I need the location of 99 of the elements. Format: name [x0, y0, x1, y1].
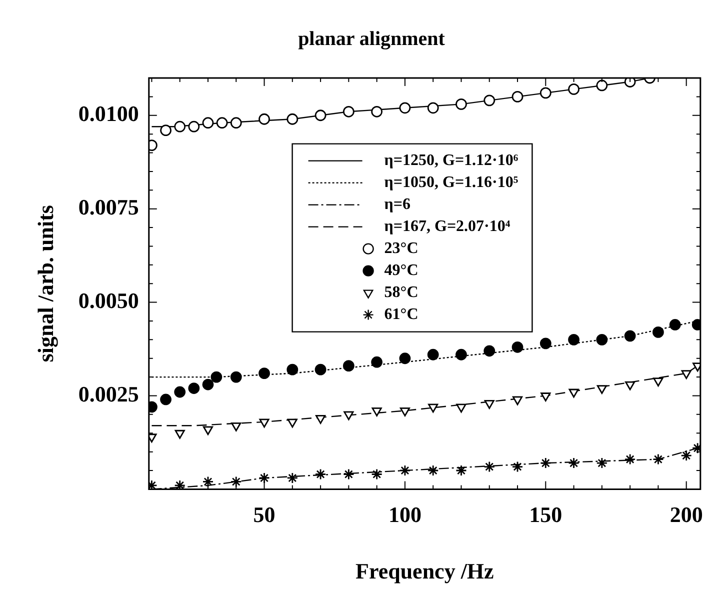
x-tick-label: 200: [670, 502, 703, 528]
point: [188, 382, 200, 394]
point: [456, 404, 466, 413]
point: [314, 110, 326, 122]
point: [568, 457, 580, 469]
point: [202, 476, 214, 488]
point: [344, 411, 354, 420]
point: [456, 348, 467, 360]
point: [428, 404, 438, 413]
point: [540, 457, 552, 469]
y-axis-title: signal /arb. units: [32, 204, 58, 362]
point: [512, 396, 523, 406]
point: [286, 364, 298, 376]
point: [669, 319, 681, 330]
point: [258, 472, 270, 484]
point: [314, 364, 326, 376]
point: [286, 113, 298, 125]
point: [342, 360, 354, 372]
point: [427, 102, 439, 114]
point: [512, 90, 524, 102]
point: [568, 84, 580, 95]
point: [540, 87, 552, 99]
x-tick-label: 50: [253, 502, 276, 528]
y-tick-label: 0.0025: [78, 381, 139, 406]
point: [540, 392, 551, 402]
point: [342, 468, 354, 480]
point: [596, 457, 608, 469]
point: [258, 368, 270, 380]
point: [484, 461, 496, 472]
point: [286, 472, 298, 484]
point: [653, 378, 664, 386]
point: [372, 408, 382, 416]
point: [399, 102, 411, 114]
y-tick-label: 0.0050: [78, 288, 139, 313]
point: [540, 338, 552, 350]
point: [399, 464, 411, 476]
point: [210, 371, 222, 383]
point: [314, 468, 326, 480]
legend-label: η=6: [384, 196, 410, 213]
y-tick-label: 0.0100: [78, 101, 139, 126]
point: [342, 106, 354, 118]
point: [160, 394, 172, 406]
point: [484, 94, 496, 106]
x-tick-label: 150: [529, 502, 562, 528]
point: [596, 80, 608, 92]
point: [484, 345, 496, 357]
point: [568, 334, 580, 346]
point: [174, 120, 186, 132]
point: [624, 454, 636, 465]
point: [230, 371, 242, 383]
legend-label: η=1250, G=1.12·10⁶: [384, 152, 518, 169]
point: [596, 385, 607, 394]
chart-title: planar alignment: [298, 28, 446, 50]
point: [230, 117, 242, 129]
point: [624, 78, 636, 88]
legend-label: η=1050, G=1.16·10⁵: [384, 174, 518, 191]
point: [188, 120, 200, 132]
point: [568, 388, 579, 398]
point: [174, 386, 186, 398]
point: [596, 334, 608, 346]
point: [427, 348, 439, 360]
legend-label: 49°C: [384, 262, 418, 279]
point: [427, 464, 439, 476]
point: [624, 330, 636, 342]
point: [174, 430, 185, 439]
point: [484, 400, 494, 409]
point: [216, 117, 228, 129]
point: [512, 461, 524, 472]
point: [259, 418, 270, 428]
point: [230, 476, 242, 488]
legend-label: η=167, G=2.07·10⁴: [384, 218, 510, 235]
point: [316, 414, 326, 424]
point: [202, 378, 214, 390]
point: [202, 117, 214, 129]
point: [681, 370, 692, 380]
point: [652, 454, 664, 465]
point: [680, 450, 692, 462]
point: [174, 480, 186, 490]
point: [400, 408, 410, 416]
point: [512, 341, 524, 353]
x-tick-label: 100: [388, 502, 422, 528]
point: [287, 418, 298, 428]
y-tick-label: 0.0075: [78, 194, 139, 220]
point: [371, 468, 383, 480]
point: [399, 352, 411, 364]
x-axis-title: Frequency /Hz: [356, 558, 494, 584]
point: [456, 464, 467, 476]
point: [371, 106, 383, 118]
point: [231, 422, 242, 432]
point: [456, 98, 467, 110]
point: [652, 326, 664, 338]
point: [625, 381, 636, 390]
point: [258, 113, 270, 125]
legend-label: 23°C: [384, 240, 418, 257]
point: [371, 356, 383, 368]
legend-label: 58°C: [384, 284, 418, 301]
point: [160, 124, 172, 136]
legend-label: 61°C: [384, 306, 418, 323]
point: [202, 426, 214, 436]
